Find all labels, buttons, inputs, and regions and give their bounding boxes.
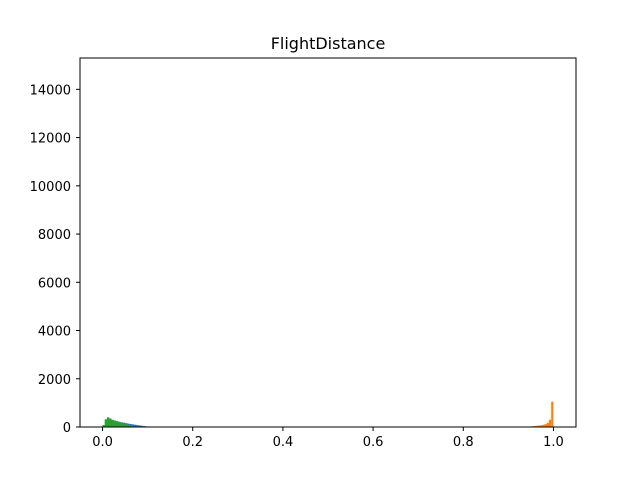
histogram-bar-series-3 [129,425,132,427]
histogram-bar-series-3 [127,424,130,427]
histogram-bar-series-2 [539,425,543,427]
x-tick-label: 0.4 [273,435,294,450]
histogram-bar-series-2 [548,419,552,427]
histogram-bar-series-3 [111,419,114,427]
y-tick-label: 6000 [38,276,71,291]
histogram-bar-series-3 [120,422,123,427]
histogram-bar-series-2 [551,401,554,427]
histogram-bar-series-3 [113,420,117,427]
histogram-bar-series-3 [118,421,121,427]
y-tick-label: 10000 [30,180,71,195]
y-tick-label: 12000 [30,132,71,147]
histogram-bar-series-1 [136,425,139,427]
y-tick-label: 4000 [38,325,71,340]
x-tick-label: 0.2 [182,435,203,450]
y-tick-label: 14000 [30,83,71,98]
y-tick-label: 0 [63,421,71,436]
histogram-bar-series-1 [131,424,135,427]
chart-title: FlightDistance [271,34,386,53]
histogram-bar-series-3 [116,421,119,427]
histogram-bar-series-2 [542,424,545,427]
histogram-bar-series-1 [134,424,137,427]
bars-layer [102,401,554,427]
histogram-bar-series-2 [546,422,549,427]
histogram-bar-series-3 [125,424,128,427]
x-tick-label: 1.0 [543,435,564,450]
histogram-bar-series-1 [138,425,141,427]
histogram-bar-series-2 [537,425,540,427]
x-tick-label: 0.6 [363,435,384,450]
x-axis: 0.0 0.2 0.4 0.6 0.8 1.0 [92,427,564,450]
histogram-bar-series-1 [129,423,132,427]
histogram-bar-series-1 [140,425,144,427]
x-tick-label: 0.0 [92,435,113,450]
histogram-bar-series-3 [107,417,110,427]
y-axis: 0 2000 4000 6000 8000 10000 12000 14000 [30,83,80,436]
histogram-bar-series-3 [104,419,108,427]
plot-frame [79,57,577,428]
histogram-bar-series-3 [122,423,126,427]
histogram-bar-series-2 [535,425,538,427]
y-tick-label: 2000 [38,373,71,388]
x-tick-label: 0.8 [453,435,474,450]
y-tick-label: 8000 [38,228,71,243]
histogram-bar-series-3 [102,425,105,427]
histogram-bar-series-2 [544,424,547,427]
histogram-bar-series-3 [109,418,112,427]
